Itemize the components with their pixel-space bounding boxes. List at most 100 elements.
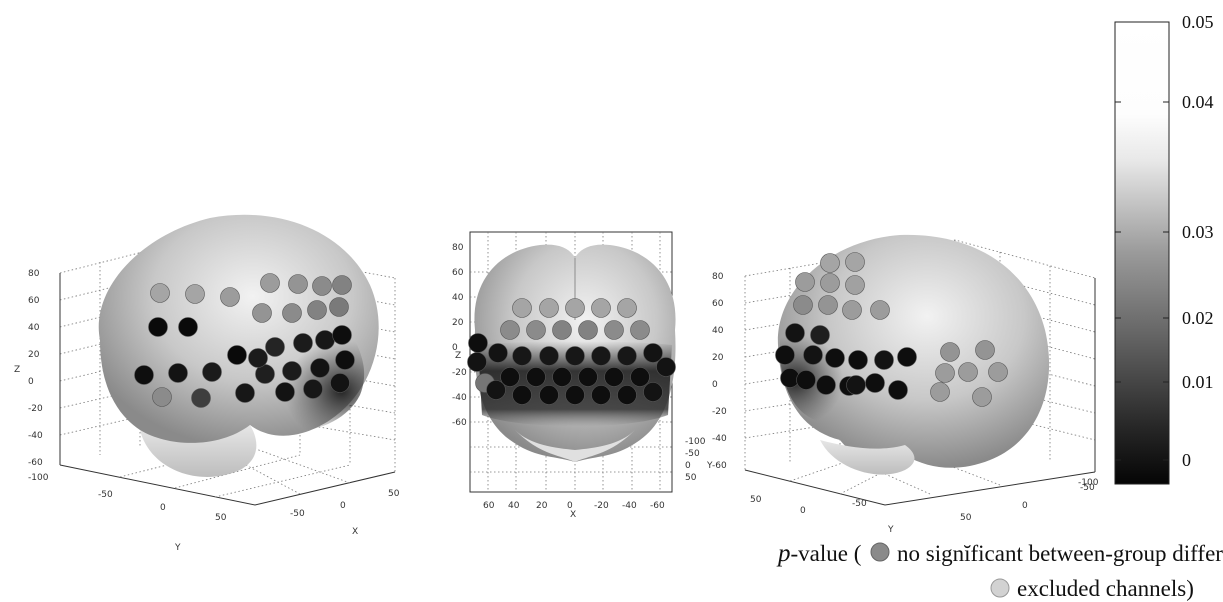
channel-dot (467, 352, 487, 372)
axis-tick-label: 20 (536, 501, 548, 511)
channel-dot (930, 382, 950, 402)
channel-dot (775, 345, 795, 365)
z-tick-label: -40 (28, 431, 43, 441)
axis-tick-label: -100 (685, 437, 706, 447)
channel-dot (293, 333, 313, 353)
colorbar-tick-label: 0.04 (1182, 92, 1214, 112)
z-tick-label: -20 (712, 407, 727, 417)
channel-dot (870, 300, 890, 320)
channel-dot (565, 298, 585, 318)
channel-dot (795, 272, 815, 292)
z-tick-label: -40 (452, 393, 467, 403)
z-tick-label: 80 (712, 272, 724, 282)
channel-dot (818, 295, 838, 315)
channel-dot (935, 363, 955, 383)
channel-dot (816, 375, 836, 395)
z-tick-label: -40 (712, 434, 727, 444)
channel-dot (332, 275, 352, 295)
colorbar-tick-label: 0.03 (1182, 222, 1214, 242)
channel-dot (539, 346, 559, 366)
channel-dot (874, 350, 894, 370)
channel-dot (643, 343, 663, 363)
left-view: 80 60 40 20 0 -20 -40 -60 Z -100 -50 0 50 -50 0 50 Y… (14, 214, 400, 553)
axis-tick-label: -50 (290, 509, 305, 519)
z-tick-label: 60 (452, 268, 464, 278)
channel-dot (526, 320, 546, 340)
right-z-axis: 80 60 40 20 0 -20 -40 -60 (712, 272, 727, 471)
channel-dot (288, 274, 308, 294)
z-tick-label: -20 (28, 404, 43, 414)
z-tick-label: -60 (712, 461, 727, 471)
left-x-axis-ticks: -50 0 50 (290, 489, 400, 519)
channel-dot (604, 320, 624, 340)
channel-dot (282, 303, 302, 323)
z-tick-label: 80 (28, 269, 40, 279)
channel-dot (845, 275, 865, 295)
channel-dot (315, 330, 335, 350)
channel-dot (148, 317, 168, 337)
channel-dot (975, 340, 995, 360)
channel-dot (803, 345, 823, 365)
channel-dot (617, 346, 637, 366)
channel-dot (248, 348, 268, 368)
axis-tick-label: -20 (594, 501, 609, 511)
channel-dot (643, 382, 663, 402)
excluded-label: excluded channels) (1017, 576, 1194, 601)
left-x-label: X (352, 527, 358, 537)
channel-dot (310, 358, 330, 378)
axis-tick-label: 0 (800, 506, 806, 516)
axis-tick-label: 0 (685, 461, 691, 471)
channel-dot (848, 350, 868, 370)
channel-dot (972, 387, 992, 407)
channel-dot (486, 380, 506, 400)
channel-dot (500, 367, 520, 387)
axis-tick-label: 0 (160, 503, 166, 513)
channel-dot (552, 367, 572, 387)
channel-dot (845, 252, 865, 272)
channel-dot (897, 347, 917, 367)
z-tick-label: 40 (28, 323, 40, 333)
axis-tick-label: 50 (388, 489, 400, 499)
left-y-label: Y (174, 543, 181, 553)
channel-dot (468, 333, 488, 353)
channel-dot (512, 385, 532, 405)
channel-dot (552, 320, 572, 340)
channel-dot (332, 325, 352, 345)
z-tick-label: 0 (28, 377, 34, 387)
channel-dot (825, 348, 845, 368)
channel-dot (152, 387, 172, 407)
axis-tick-label: 0 (340, 501, 346, 511)
z-tick-label: 40 (452, 293, 464, 303)
channel-dot (793, 295, 813, 315)
legend: p-value ( no signĭficant between-group d… (776, 540, 1223, 601)
channel-dot (235, 383, 255, 403)
excluded-swatch (990, 578, 1010, 598)
axis-tick-label: -50 (852, 499, 867, 509)
legend-line-1: p-value ( (776, 540, 861, 567)
channel-dot (512, 298, 532, 318)
channel-dot (591, 346, 611, 366)
channel-dot (865, 373, 885, 393)
channel-dot (227, 345, 247, 365)
channel-dot (888, 380, 908, 400)
channel-dot (134, 365, 154, 385)
axis-tick-label: 0 (1022, 501, 1028, 511)
middle-z-label: Z (455, 351, 461, 361)
axis-tick-label: 50 (750, 495, 762, 505)
channel-dot (820, 253, 840, 273)
channel-dot (335, 350, 355, 370)
right-channels (775, 252, 1008, 407)
axis-tick-label: -100 (28, 473, 49, 483)
right-x-axis-ticks: 50 0 -50 (960, 483, 1095, 523)
axis-tick-label: 50 (960, 513, 972, 523)
channel-dot (591, 385, 611, 405)
colorbar-gradient (1114, 21, 1170, 485)
middle-x-label: X (570, 510, 576, 520)
axis-tick-label: 0 (567, 501, 573, 511)
left-channels (134, 273, 355, 408)
channel-dot (630, 367, 650, 387)
right-y-label: Y (887, 525, 894, 535)
left-z-label: Z (14, 365, 20, 375)
channel-dot (565, 346, 585, 366)
